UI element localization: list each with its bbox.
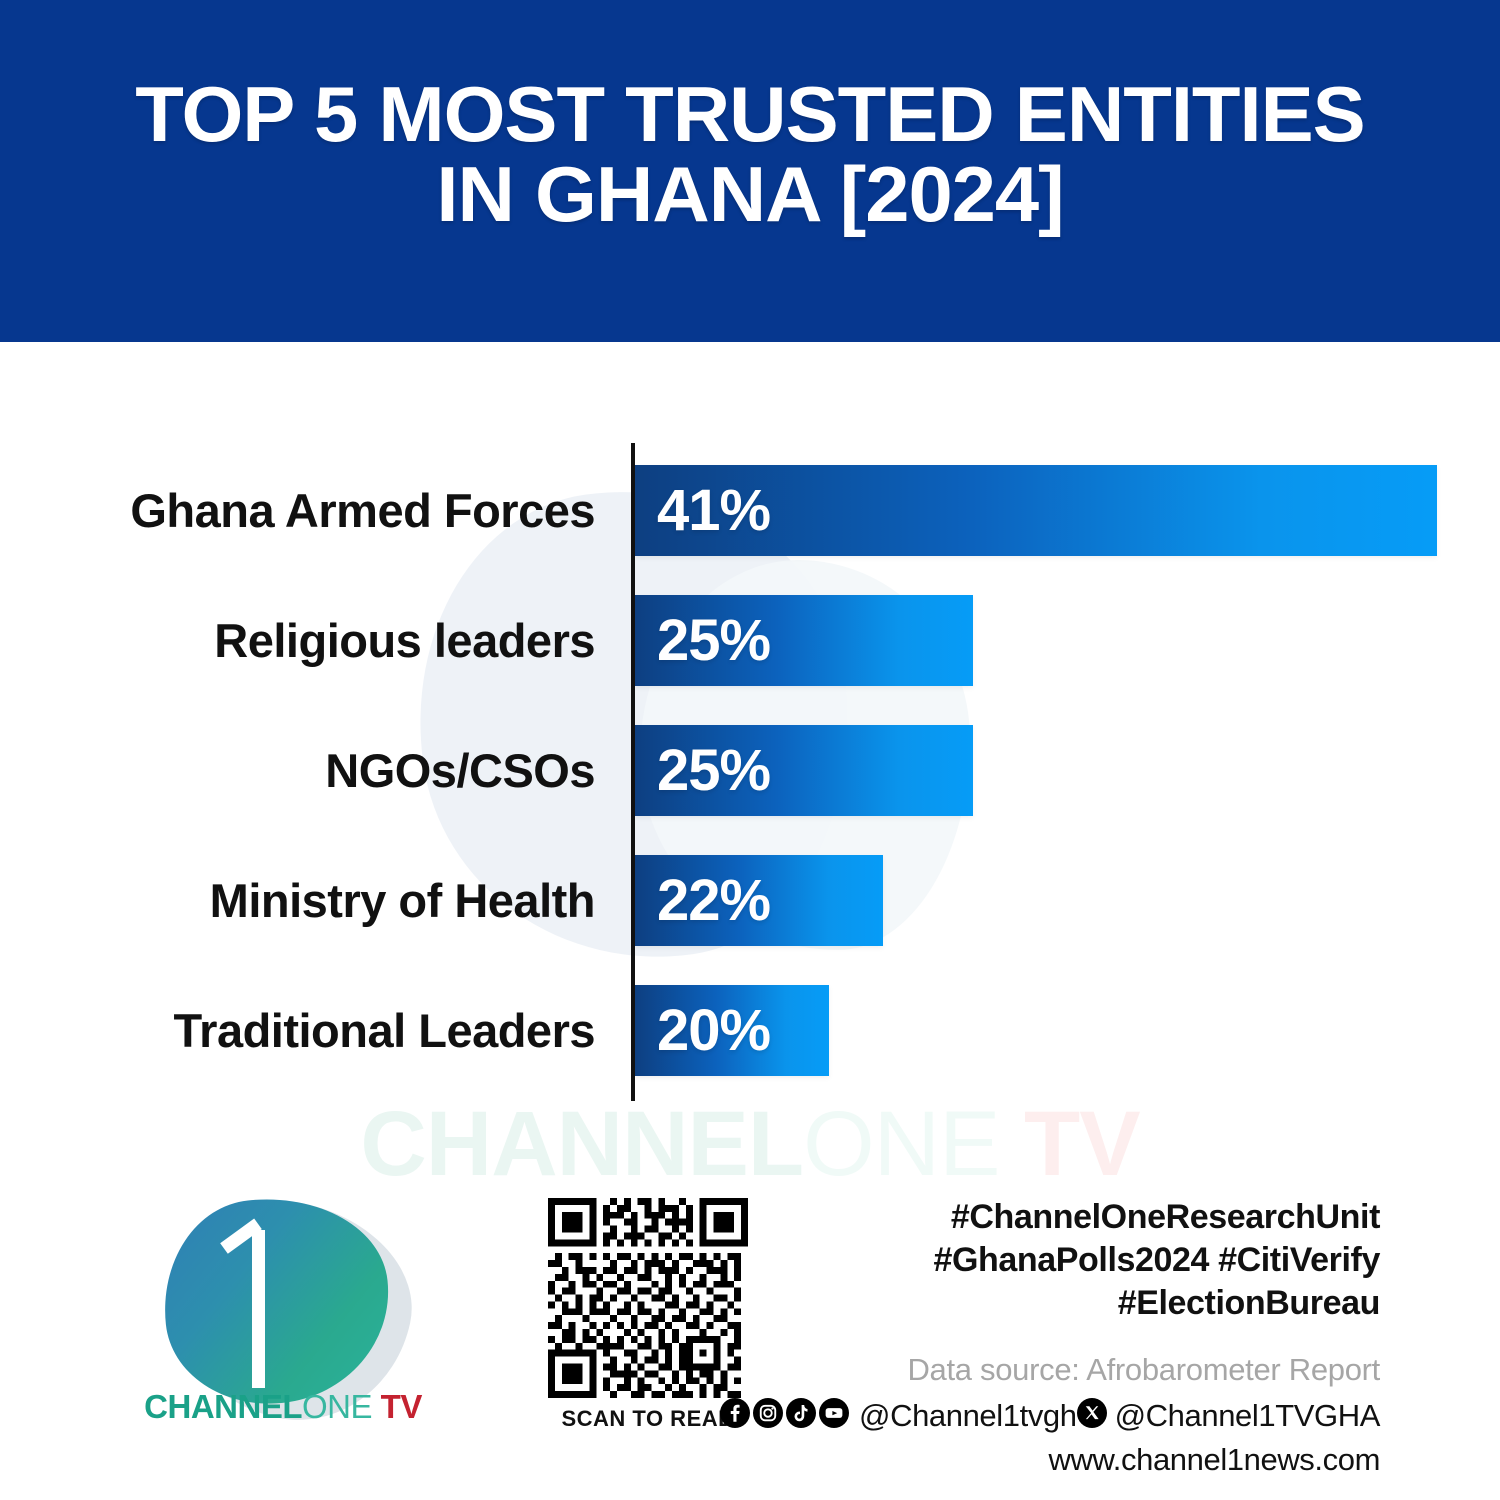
channelone-watermark: CHANNELONE TV (0, 1092, 1500, 1197)
category-label: Traditional Leaders (173, 1004, 596, 1057)
bar-value-label: 25% (657, 608, 771, 673)
x-handle-text[interactable]: @Channel1TVGHA (1114, 1397, 1381, 1433)
social-icon-group (720, 1398, 850, 1433)
channelone-logo: CHANNELONE TV (128, 1182, 438, 1442)
category-label: Ghana Armed Forces (130, 484, 595, 537)
instagram-icon[interactable] (753, 1398, 784, 1433)
category-label: NGOs/CSOs (325, 744, 595, 797)
logo-channel-text: CHANNEL (144, 1388, 302, 1425)
logo-numeral-one (224, 1230, 306, 1388)
bar-religious-leaders: 25% (635, 595, 973, 686)
chart-row: Traditional Leaders 20% (0, 985, 1500, 1076)
bar-value-label: 20% (657, 998, 771, 1063)
x-twitter-icon[interactable] (1076, 1398, 1107, 1433)
qr-code-image[interactable] (548, 1198, 748, 1398)
chart-row: Ghana Armed Forces 41% (0, 465, 1500, 556)
hashtags-text: #ChannelOneResearchUnit #GhanaPolls2024 … (933, 1198, 1380, 1323)
social-handle-text[interactable]: @Channel1tvgh (859, 1397, 1077, 1433)
logo-one-text: ONE (301, 1388, 373, 1425)
bar-value-label: 25% (657, 738, 771, 803)
header-banner: TOP 5 MOST TRUSTED ENTITIES IN GHANA [20… (0, 0, 1500, 342)
footer: CHANNELONE TV (0, 1180, 1500, 1500)
chart-row: NGOs/CSOs 25% (0, 725, 1500, 816)
bar-traditional-leaders: 20% (635, 985, 829, 1076)
logo-tv-text: TV (372, 1388, 423, 1425)
qr-code-block[interactable]: SCAN TO READ (548, 1198, 753, 1438)
facebook-icon[interactable] (720, 1398, 751, 1433)
category-label: Ministry of Health (209, 874, 596, 927)
bar-ghana-armed-forces: 41% (635, 465, 1437, 556)
tiktok-icon[interactable] (786, 1398, 817, 1433)
bar-ministry-of-health: 22% (635, 855, 883, 946)
social-handles-row: @Channel1tvgh @Channel1TVGHA (720, 1397, 1381, 1434)
website-text[interactable]: www.channel1news.com (1048, 1441, 1381, 1477)
bar-value-label: 41% (657, 478, 771, 543)
chart-y-axis (631, 443, 635, 1101)
page-title: TOP 5 MOST TRUSTED ENTITIES IN GHANA [20… (135, 70, 1365, 239)
bar-value-label: 22% (657, 868, 771, 933)
data-source-text: Data source: Afrobarometer Report (907, 1351, 1380, 1387)
category-label: Religious leaders (214, 614, 595, 667)
watermark-one-text: ONE (803, 1093, 1000, 1195)
bar-chart: Ghana Armed Forces 41% Religious leaders… (0, 443, 1500, 1103)
watermark-tv-text: TV (999, 1093, 1141, 1195)
footer-info-column: #ChannelOneResearchUnit #GhanaPolls2024 … (720, 1196, 1381, 1478)
qr-caption: SCAN TO READ (561, 1406, 735, 1431)
chart-row: Ministry of Health 22% (0, 855, 1500, 946)
chart-row: Religious leaders 25% (0, 595, 1500, 686)
watermark-channel-text: CHANNEL (360, 1093, 804, 1195)
logo-wordmark: CHANNELONE TV (128, 1388, 438, 1426)
bar-ngos-csos: 25% (635, 725, 973, 816)
youtube-icon[interactable] (819, 1398, 850, 1433)
